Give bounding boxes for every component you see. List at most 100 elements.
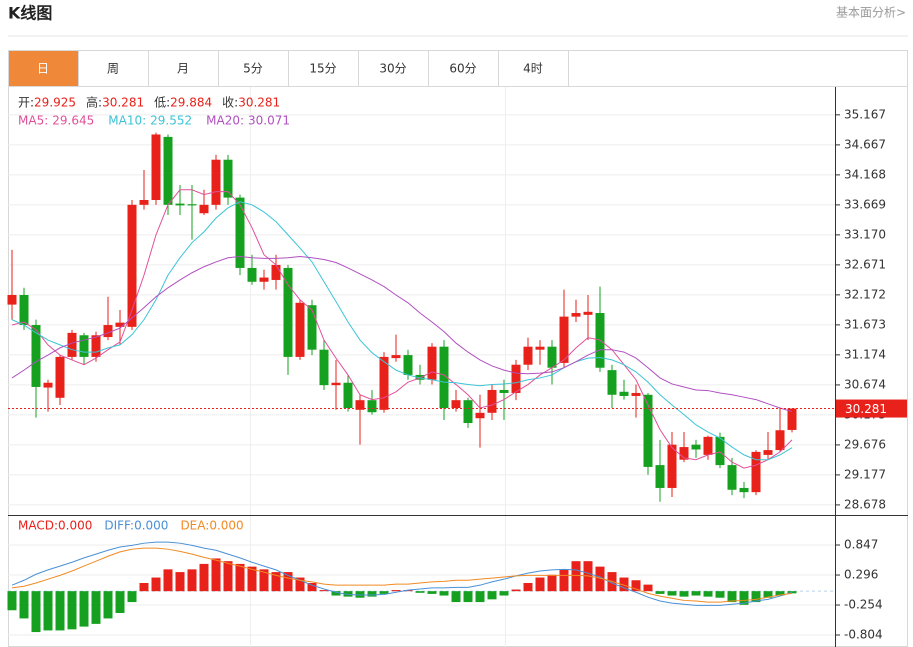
y-tick-label: 33.669 (844, 197, 886, 211)
candle-body (667, 444, 677, 488)
macd-bar (331, 591, 341, 596)
macd-bar (67, 591, 77, 630)
macd-bar (211, 558, 221, 592)
candle-body (295, 302, 305, 357)
last-price-label: 30.281 (845, 402, 887, 416)
macd-bar (259, 569, 269, 592)
macd-bar (379, 591, 389, 594)
candle-body (127, 204, 137, 327)
candle-body (703, 436, 713, 455)
macd-bar (271, 572, 281, 592)
macd-bar (619, 577, 629, 592)
candle-body (67, 332, 77, 357)
macd-bar (751, 591, 761, 603)
macd-bar (43, 591, 53, 631)
macd-bar (571, 561, 581, 592)
legend-value: 0.000 (134, 519, 168, 533)
y-tick-label: 31.673 (844, 317, 886, 331)
quote-value: 30.281 (238, 96, 280, 110)
candle-body (151, 134, 161, 201)
macd-bar (343, 591, 353, 597)
macd-bar (127, 591, 137, 603)
tab[interactable] (498, 50, 569, 87)
macd-bar (55, 591, 65, 631)
candle-body (115, 322, 125, 327)
macd-bar (523, 582, 533, 592)
macd-bar (247, 566, 257, 592)
candle-body (43, 382, 53, 388)
macd-bar (487, 591, 497, 600)
candle-body (643, 394, 653, 467)
tab-label[interactable]: 5分 (243, 62, 263, 76)
tab-label[interactable]: 日 (37, 62, 49, 76)
y-tick-label: 34.168 (844, 167, 886, 181)
candle-body (139, 200, 149, 205)
legend-name: MA10: (108, 114, 146, 128)
candle-body (103, 325, 113, 338)
candle-body (319, 349, 329, 386)
candle-body (727, 465, 737, 490)
macd-bar (547, 574, 557, 592)
macd-bar (763, 591, 773, 598)
quote-value: 29.884 (170, 96, 212, 110)
analysis-link[interactable]: 基本面分析> (836, 6, 906, 20)
macd-bar (223, 561, 233, 592)
tab-label[interactable]: 周 (107, 62, 119, 76)
ma-line (11, 189, 793, 469)
tab-label[interactable]: 60分 (449, 62, 476, 76)
candle-body (79, 335, 89, 357)
candle-body (679, 447, 689, 460)
macd-bar (439, 591, 449, 596)
candle-body (523, 346, 533, 365)
last-price-box (836, 399, 907, 418)
macd-bar (595, 566, 605, 592)
quote-label: 低: (154, 96, 170, 110)
candle-body (691, 444, 701, 450)
tab[interactable] (218, 50, 289, 87)
macd-bar (499, 591, 509, 596)
widget-title: K线图 (8, 4, 52, 23)
candle-body (259, 277, 269, 282)
candle-body (559, 316, 569, 363)
quote-label: 开: (18, 96, 34, 110)
candle-body (355, 400, 365, 410)
tab[interactable] (78, 50, 149, 87)
candle-body (547, 346, 557, 368)
candle-body (163, 136, 173, 205)
candle-body (715, 436, 725, 466)
y-tick-label: -0.254 (844, 598, 883, 612)
macd-bar (451, 591, 461, 603)
macd-bar (775, 591, 785, 596)
legend-name: MA5: (18, 114, 48, 128)
tab-label[interactable]: 30分 (379, 62, 406, 76)
y-tick-label: 28.678 (844, 497, 886, 511)
legend-name: DIFF: (104, 519, 134, 533)
macd-bar (475, 591, 485, 603)
candle-body (55, 356, 65, 398)
tab-label[interactable]: 月 (177, 62, 189, 76)
legend-value: 29.645 (52, 114, 94, 128)
macd-bar (391, 590, 401, 592)
quote-value: 29.925 (34, 96, 76, 110)
candle-body (787, 408, 797, 430)
macd-bar (367, 591, 377, 597)
macd-bar (511, 589, 521, 592)
macd-bar (739, 591, 749, 605)
candle-body (775, 430, 785, 451)
tab-label[interactable]: 4时 (523, 62, 543, 76)
candle-body (463, 400, 473, 424)
macd-bar (559, 569, 569, 592)
tab-label[interactable]: 15分 (309, 62, 336, 76)
tab[interactable] (148, 50, 219, 87)
y-tick-label: 0.296 (844, 568, 878, 582)
tab[interactable] (8, 50, 79, 87)
candle-body (187, 204, 197, 206)
macd-bar (163, 569, 173, 592)
macd-bar (235, 563, 245, 592)
tab[interactable] (358, 50, 429, 87)
y-tick-label: -0.804 (844, 628, 883, 642)
macd-bar (415, 591, 425, 593)
candle-body (7, 294, 17, 305)
macd-bar (79, 591, 89, 627)
macd-bar (139, 582, 149, 592)
